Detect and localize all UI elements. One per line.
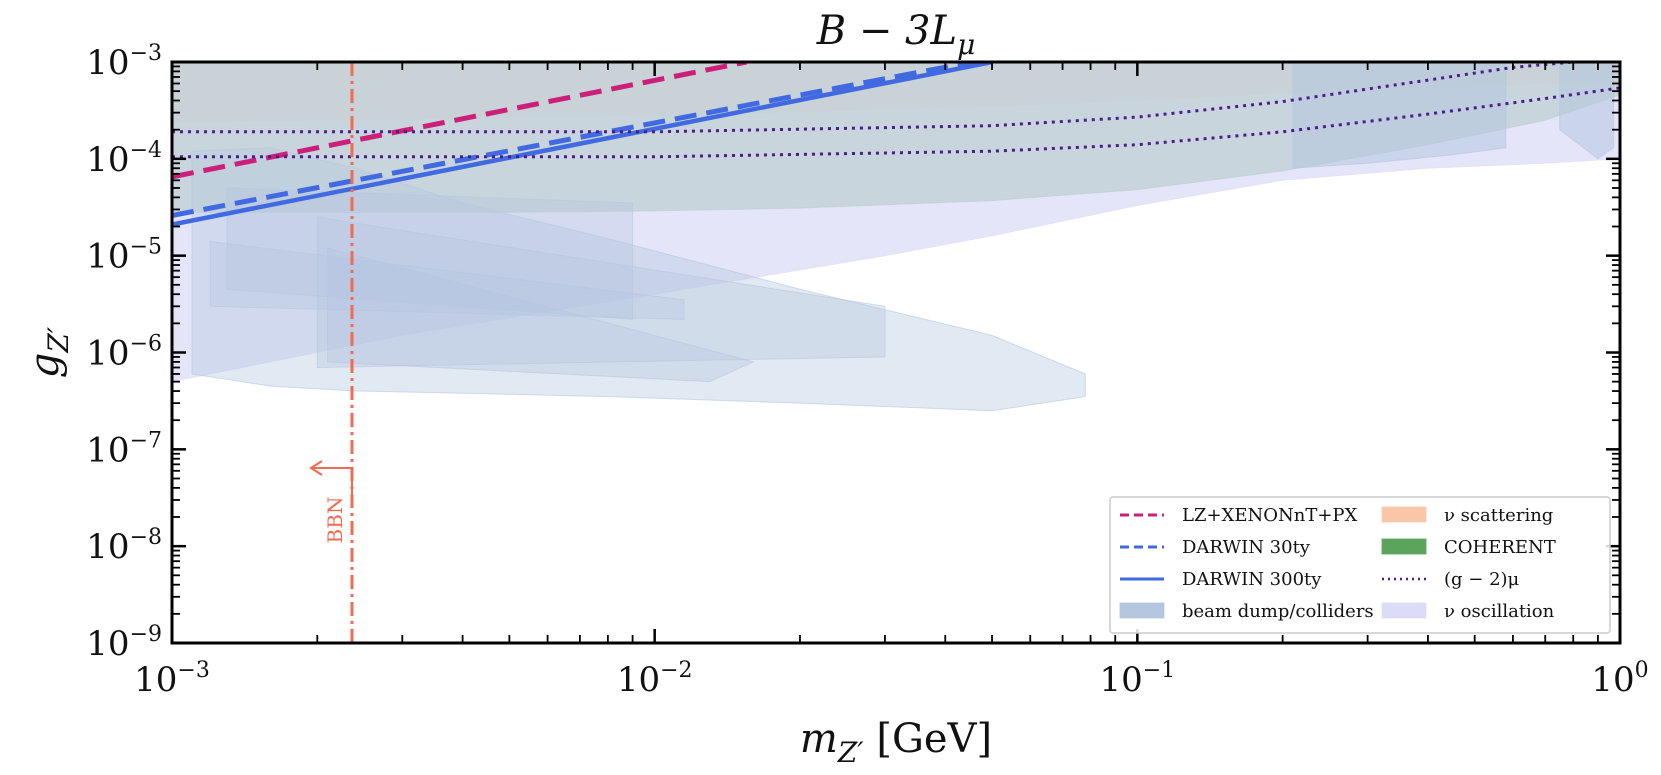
x-tick-label: 100 xyxy=(1591,658,1648,700)
bbn-arrow-head xyxy=(309,460,323,476)
legend-label: DARWIN 300ty xyxy=(1182,569,1322,590)
legend-label: LZ+XENONnT+PX xyxy=(1182,505,1358,526)
legend-swatch xyxy=(1381,538,1427,555)
legend-label: COHERENT xyxy=(1444,537,1556,558)
series-layer xyxy=(172,62,1620,227)
series-lz-xenonnt-px xyxy=(172,62,747,180)
y-tick-label: 10−6 xyxy=(86,332,162,374)
region-beam-dump-colliders-7 xyxy=(327,247,755,383)
y-tick-label: 10−8 xyxy=(86,525,162,567)
y-tick-label: 10−5 xyxy=(86,235,162,277)
legend-entry-darwin-30ty: DARWIN 30ty xyxy=(1120,537,1311,558)
y-axis-label: gZ′ xyxy=(22,326,75,378)
y-tick-label: 10−3 xyxy=(86,41,162,83)
region-beam-dump-colliders-5 xyxy=(316,216,886,369)
region-beam-dump-colliders-4 xyxy=(226,187,634,320)
bbn-layer: BBN xyxy=(309,62,354,643)
regions-layer xyxy=(172,62,1620,412)
legend-entry-darwin-300ty: DARWIN 300ty xyxy=(1120,569,1322,590)
x-axis-label: mZ′ [GeV] xyxy=(800,716,992,769)
plot-frame xyxy=(170,60,1622,645)
y-tick-label: 10−4 xyxy=(86,138,162,180)
x-tick-label: 10−2 xyxy=(617,658,693,700)
y-tick-label: 10−7 xyxy=(86,428,162,470)
legend-swatch xyxy=(1381,506,1427,523)
legend-swatch xyxy=(1119,602,1165,619)
legend-entry-coherent: COHERENT xyxy=(1381,537,1556,558)
legend: LZ+XENONnT+PX ν scattering DARWIN 30ty COHE… xyxy=(1109,496,1611,634)
svg-text:mZ′ [GeV]: mZ′ [GeV] xyxy=(800,716,992,769)
region-beam-dump-colliders-8 xyxy=(1292,62,1615,169)
title-main: B − 3L xyxy=(816,8,957,54)
region-beam-dump-colliders-3 xyxy=(191,147,1086,412)
legend-label: beam dump/colliders xyxy=(1182,601,1374,622)
region-oscillation-2 xyxy=(172,62,1620,383)
title-subscript: μ xyxy=(957,28,975,61)
legend-label: DARWIN 30ty xyxy=(1182,537,1311,558)
bbn-label: BBN xyxy=(323,497,347,544)
legend-label: ν scattering xyxy=(1444,505,1553,526)
chart-title: B − 3Lμ xyxy=(816,8,976,61)
series-darwin-300ty xyxy=(172,62,993,227)
series-g-2-upper xyxy=(172,62,1574,134)
svg-text:gZ′: gZ′ xyxy=(22,326,75,378)
y-tick-label: 10−9 xyxy=(86,622,162,664)
legend-label: ν oscillation xyxy=(1444,601,1555,622)
x-tick-label: 10−3 xyxy=(134,658,210,700)
legend-swatch xyxy=(1381,602,1427,619)
legend-box xyxy=(1109,496,1611,634)
series-g-2-lower xyxy=(172,86,1620,159)
series-darwin-30ty xyxy=(172,62,973,218)
legend-entry-beam-dump-colliders: beam dump/colliders xyxy=(1119,601,1374,622)
ticks-layer: 10−3 10−2 10−1 100 10−3 10−4 10−5 10−6 10−7 10−8 1… xyxy=(86,41,1648,700)
legend-label: (g − 2)μ xyxy=(1444,569,1520,590)
x-tick-label: 10−1 xyxy=(1099,658,1175,700)
legend-entry-scattering: ν scattering xyxy=(1381,505,1553,526)
legend-entry-lz-xenonnt-px: LZ+XENONnT+PX xyxy=(1120,505,1358,526)
legend-entry-oscillation: ν oscillation xyxy=(1381,601,1555,622)
legend-entry-g-2: (g − 2)μ xyxy=(1382,569,1520,590)
